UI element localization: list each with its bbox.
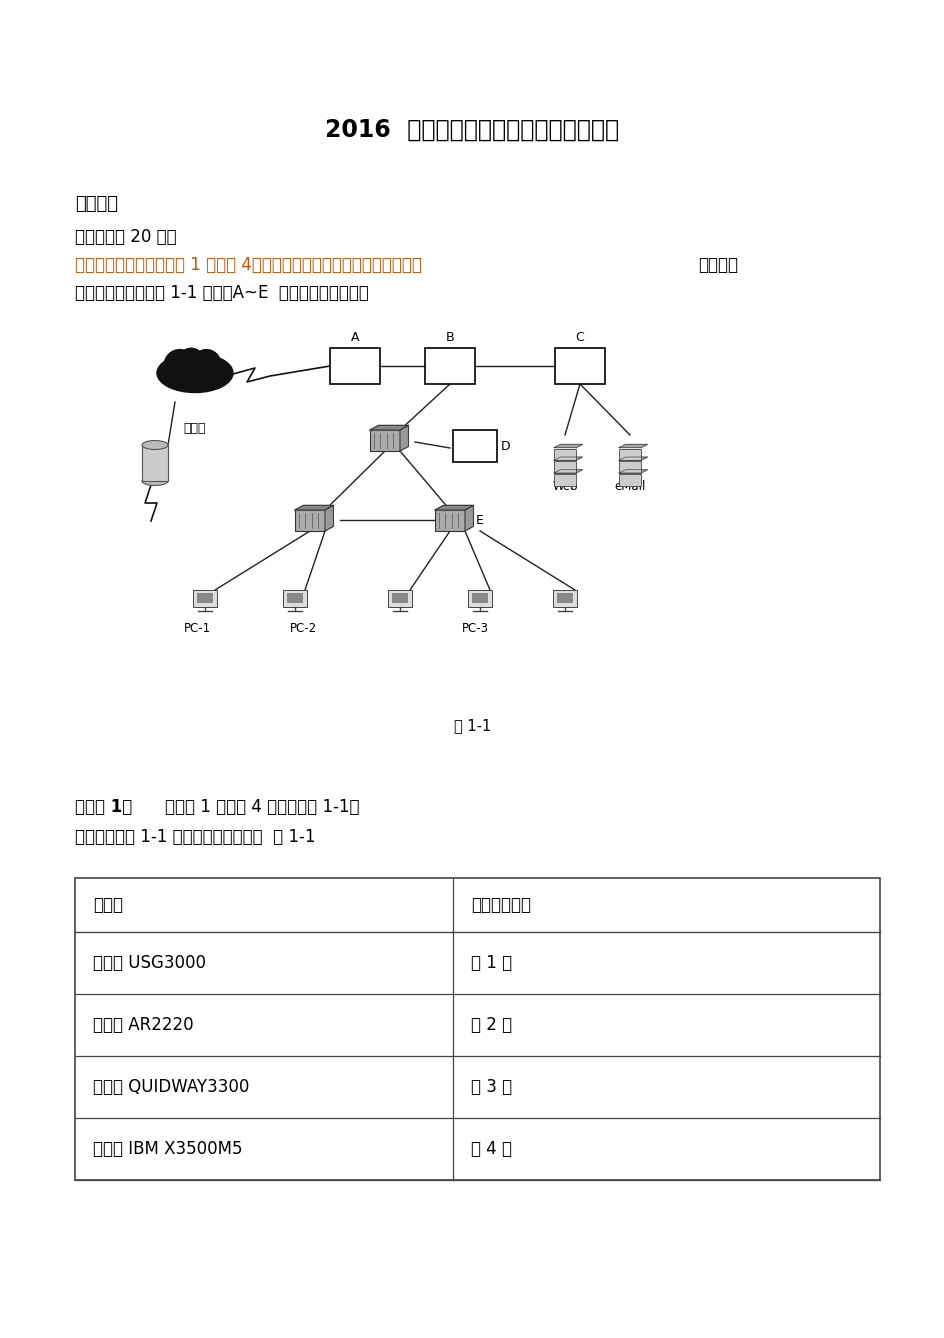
Text: （每空 1 分，共 4 分）根据图 1-1，: （每空 1 分，共 4 分）根据图 1-1， [165, 797, 359, 816]
Bar [434, 510, 464, 531]
Bar [553, 474, 576, 486]
Text: 阅读以下说明，回答问题 1 至问题 4，将解答填入答题纸对应的解答栏内。: 阅读以下说明，回答问题 1 至问题 4，将解答填入答题纸对应的解答栏内。 [75, 256, 421, 274]
Text: （ 2 ）: （ 2 ） [471, 1016, 512, 1034]
Bar [388, 590, 412, 607]
Ellipse shape [142, 476, 168, 486]
Polygon shape [434, 506, 473, 510]
Text: 服务器 IBM X3500M5: 服务器 IBM X3500M5 [93, 1140, 243, 1157]
Text: （ 1 ）: （ 1 ） [471, 954, 512, 971]
Polygon shape [618, 470, 647, 474]
Bar [295, 510, 325, 531]
Bar [425, 348, 475, 384]
Circle shape [192, 349, 221, 379]
Text: B: B [446, 330, 454, 344]
Bar [552, 590, 577, 607]
Bar [618, 462, 640, 474]
Bar [452, 429, 497, 462]
Bar [329, 348, 379, 384]
Bar [467, 590, 492, 607]
Text: eMail: eMail [614, 480, 645, 492]
Text: 【问题 1】: 【问题 1】 [75, 797, 132, 816]
Ellipse shape [142, 440, 168, 450]
Text: PC-1: PC-1 [183, 622, 211, 636]
Text: （ 4 ）: （ 4 ） [471, 1140, 512, 1157]
Bar [618, 474, 640, 486]
Bar [286, 593, 303, 603]
Bar [370, 429, 399, 451]
Text: （ 3 ）: （ 3 ） [471, 1078, 512, 1096]
Bar [556, 593, 573, 603]
Circle shape [164, 349, 195, 381]
Text: 防火墙 USG3000: 防火墙 USG3000 [93, 954, 206, 971]
Text: PC-2: PC-2 [289, 622, 316, 636]
Text: 交换机 QUIDWAY3300: 交换机 QUIDWAY3300 [93, 1078, 249, 1096]
Polygon shape [553, 458, 582, 460]
Polygon shape [370, 425, 408, 429]
Text: 下午试题: 下午试题 [75, 195, 118, 213]
Text: E: E [475, 514, 482, 526]
Polygon shape [553, 470, 582, 474]
Text: Web: Web [551, 480, 577, 492]
Bar [75, 878, 879, 1180]
Text: 试题一（共 20 分）: 试题一（共 20 分） [75, 227, 177, 246]
Text: 【说明】: 【说明】 [698, 256, 737, 274]
Text: D: D [500, 439, 510, 452]
Text: C: C [575, 330, 583, 344]
Text: PC-3: PC-3 [461, 622, 488, 636]
Bar [471, 593, 488, 603]
Polygon shape [553, 444, 582, 448]
Text: 某企业网络拓扑如图 1-1 所示，A~E  是网络设备的编号。: 某企业网络拓扑如图 1-1 所示，A~E 是网络设备的编号。 [75, 284, 368, 302]
Polygon shape [618, 444, 647, 448]
Bar [282, 590, 307, 607]
Text: 2016  年上半年软考网络工程师考试真题: 2016 年上半年软考网络工程师考试真题 [325, 118, 619, 142]
Bar [196, 593, 213, 603]
Ellipse shape [157, 353, 233, 392]
Polygon shape [618, 458, 647, 460]
Polygon shape [295, 506, 333, 510]
Circle shape [178, 348, 204, 375]
Bar [391, 593, 408, 603]
Bar [193, 590, 217, 607]
Bar [553, 462, 576, 474]
Bar [142, 446, 168, 480]
Text: 路由器 AR2220: 路由器 AR2220 [93, 1016, 194, 1034]
Polygon shape [464, 506, 473, 531]
Text: 互联网: 互联网 [183, 421, 206, 435]
Bar [618, 448, 640, 460]
Polygon shape [399, 425, 408, 451]
Text: 在途中的编号: 在途中的编号 [471, 896, 531, 914]
Text: A: A [350, 330, 359, 344]
Bar [553, 448, 576, 460]
Bar [554, 348, 604, 384]
Polygon shape [325, 506, 333, 531]
Text: 设备名: 设备名 [93, 896, 123, 914]
Text: 图 1-1: 图 1-1 [453, 719, 491, 733]
Text: 将设备清单表 1-1 所示内容补充完整。  表 1-1: 将设备清单表 1-1 所示内容补充完整。 表 1-1 [75, 828, 315, 846]
